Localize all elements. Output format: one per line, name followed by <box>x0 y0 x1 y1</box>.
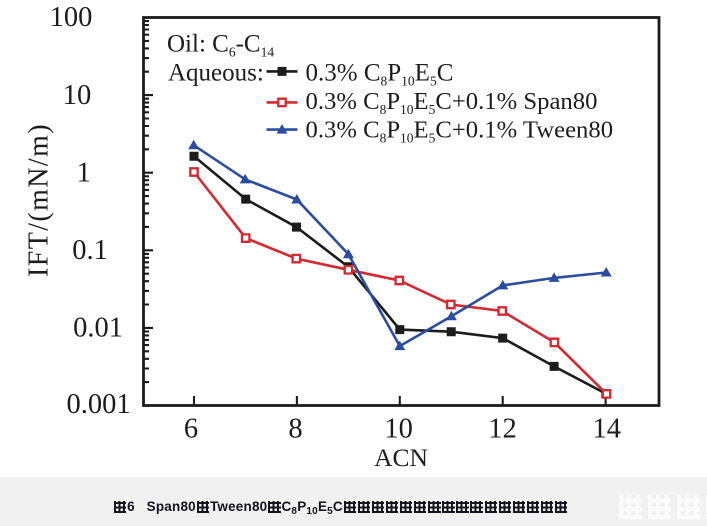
svg-text:0.001: 0.001 <box>66 389 130 420</box>
svg-text:8: 8 <box>288 413 302 444</box>
svg-text:10: 10 <box>63 80 92 111</box>
svg-text:Aqueous:: Aqueous: <box>168 59 264 86</box>
svg-text:1: 1 <box>77 157 91 188</box>
svg-text:Oil: C6​-C14​: Oil: C6​-C14​ <box>167 31 274 60</box>
svg-text:10: 10 <box>384 413 413 444</box>
svg-text:100: 100 <box>50 2 93 33</box>
svg-text:ACN: ACN <box>374 443 428 472</box>
svg-text:0.1: 0.1 <box>72 235 108 266</box>
svg-text:0.3% C8​P10​E5​C: 0.3% C8​P10​E5​C <box>306 59 454 88</box>
svg-text:12: 12 <box>488 413 517 444</box>
svg-text:0.01: 0.01 <box>73 313 123 344</box>
svg-text:0.3% C8​P10​E5​C+0.1% Span80: 0.3% C8​P10​E5​C+0.1% Span80 <box>306 88 598 117</box>
svg-text:0.3% C8​P10​E5​C+0.1% Tween80: 0.3% C8​P10​E5​C+0.1% Tween80 <box>306 117 614 146</box>
svg-text:6: 6 <box>184 413 198 444</box>
svg-text:14: 14 <box>593 413 622 444</box>
svg-text:IFT/(mN/m): IFT/(mN/m) <box>24 123 55 277</box>
